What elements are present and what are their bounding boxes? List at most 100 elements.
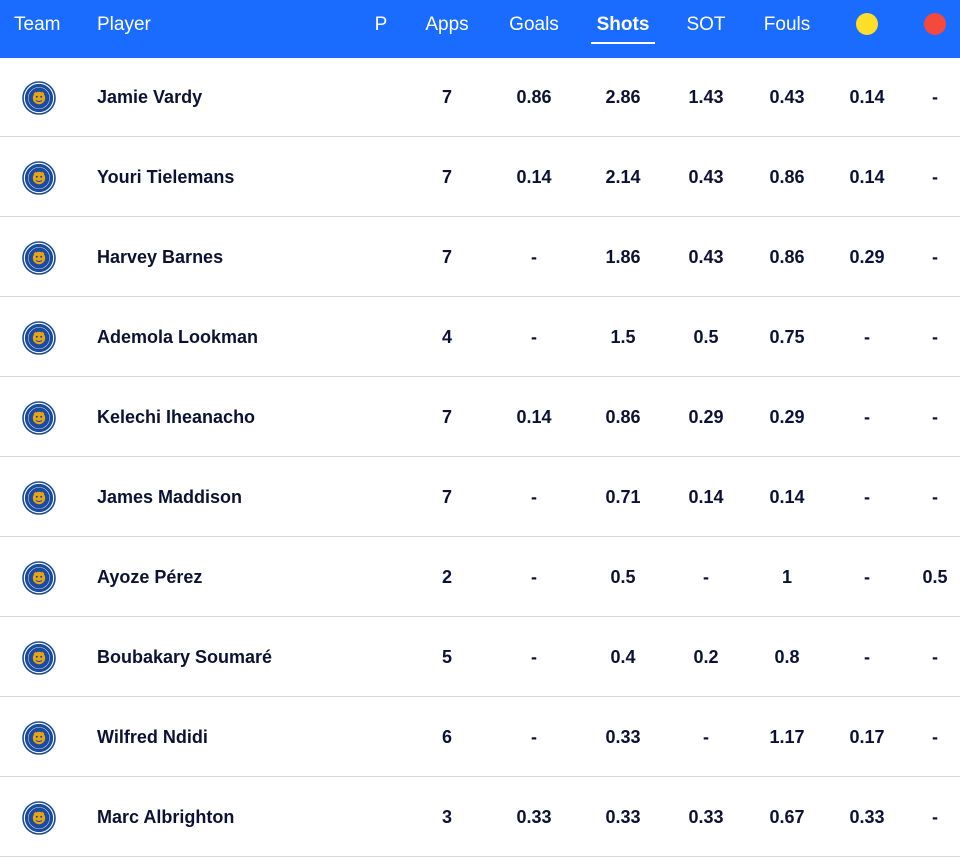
red-cards-value: - (932, 247, 938, 267)
table-row[interactable]: Jamie Vardy 7 0.86 2.86 1.43 0.43 0.14 - (0, 58, 960, 137)
yellow-cards-value: 0.14 (849, 87, 885, 107)
apps-value: 4 (441, 327, 452, 347)
red-cards-value: - (932, 727, 938, 747)
yellow-cards-value: - (864, 647, 870, 667)
sot-value: 0.33 (688, 807, 724, 827)
goals-value: - (531, 567, 537, 587)
apps-value: 7 (441, 407, 452, 427)
player-name-link[interactable]: Ayoze Pérez (97, 567, 203, 587)
shots-value: 0.71 (605, 487, 641, 507)
player-name-link[interactable]: Jamie Vardy (97, 87, 203, 107)
column-header-position[interactable]: P (374, 14, 388, 35)
table-row[interactable]: Wilfred Ndidi 6 - 0.33 - 1.17 0.17 - (0, 698, 960, 777)
column-header-player[interactable]: Player (97, 14, 151, 35)
goals-value: 0.14 (516, 167, 552, 187)
apps-value: 6 (441, 727, 452, 747)
goals-value: - (531, 247, 537, 267)
yellow-cards-value: - (864, 407, 870, 427)
table-row[interactable]: Marc Albrighton 3 0.33 0.33 0.33 0.67 0.… (0, 778, 960, 857)
shots-value: 2.86 (605, 87, 641, 107)
column-header-shots[interactable]: Shots (591, 0, 655, 58)
leicester-city-crest-icon (22, 321, 56, 355)
shots-value: 1.5 (610, 327, 636, 347)
table-row[interactable]: James Maddison 7 - 0.71 0.14 0.14 - - (0, 458, 960, 537)
shots-value: 0.86 (605, 407, 641, 427)
shots-value: 0.33 (605, 807, 641, 827)
goals-value: 0.14 (516, 407, 552, 427)
sot-value: 0.43 (688, 247, 724, 267)
fouls-value: 0.67 (769, 807, 805, 827)
yellow-cards-value: - (864, 327, 870, 347)
fouls-value: 1.17 (769, 727, 805, 747)
table-row[interactable]: Youri Tielemans 7 0.14 2.14 0.43 0.86 0.… (0, 138, 960, 217)
leicester-city-crest-icon (22, 81, 56, 115)
player-name-link[interactable]: Boubakary Soumaré (97, 647, 273, 667)
sot-value: 1.43 (688, 87, 724, 107)
column-header-apps[interactable]: Apps (425, 14, 469, 35)
column-header-yellow-cards[interactable] (845, 0, 889, 58)
red-cards-value: - (932, 327, 938, 347)
player-name-link[interactable]: Kelechi Iheanacho (97, 407, 256, 427)
sot-value: 0.43 (688, 167, 724, 187)
yellow-card-icon (856, 13, 878, 35)
leicester-city-crest-icon (22, 641, 56, 675)
active-sort-indicator (591, 42, 655, 44)
fouls-value: 0.14 (769, 487, 805, 507)
yellow-cards-value: 0.33 (849, 807, 885, 827)
fouls-value: 0.86 (769, 167, 805, 187)
apps-value: 5 (441, 647, 452, 667)
yellow-cards-value: 0.29 (849, 247, 885, 267)
red-card-icon (924, 13, 946, 35)
fouls-value: 0.43 (769, 87, 805, 107)
apps-value: 7 (441, 487, 452, 507)
player-name-link[interactable]: Wilfred Ndidi (97, 727, 208, 747)
shots-value: 0.4 (610, 647, 636, 667)
apps-value: 7 (441, 167, 452, 187)
table-header: Team Player P Apps Goals Shots SOT Fouls (0, 0, 960, 58)
fouls-value: 1 (781, 567, 792, 587)
sot-value: - (703, 727, 709, 747)
leicester-city-crest-icon (22, 241, 56, 275)
sot-value: 0.2 (693, 647, 719, 667)
red-cards-value: 0.5 (922, 567, 948, 587)
player-name-link[interactable]: Harvey Barnes (97, 247, 224, 267)
sot-value: 0.14 (688, 487, 724, 507)
shots-value: 0.5 (610, 567, 636, 587)
yellow-cards-value: - (864, 567, 870, 587)
column-header-red-cards[interactable] (913, 0, 957, 58)
fouls-value: 0.75 (769, 327, 805, 347)
player-name-link[interactable]: James Maddison (97, 487, 243, 507)
apps-value: 2 (441, 567, 452, 587)
column-header-sot[interactable]: SOT (686, 14, 726, 35)
yellow-cards-value: 0.14 (849, 167, 885, 187)
sot-value: - (703, 567, 709, 587)
yellow-cards-value: - (864, 487, 870, 507)
column-header-goals[interactable]: Goals (509, 14, 559, 35)
red-cards-value: - (932, 87, 938, 107)
fouls-value: 0.86 (769, 247, 805, 267)
red-cards-value: - (932, 807, 938, 827)
leicester-city-crest-icon (22, 481, 56, 515)
table-row[interactable]: Kelechi Iheanacho 7 0.14 0.86 0.29 0.29 … (0, 378, 960, 457)
shots-value: 1.86 (605, 247, 641, 267)
sot-value: 0.29 (688, 407, 724, 427)
leicester-city-crest-icon (22, 401, 56, 435)
goals-value: 0.33 (516, 807, 552, 827)
goals-value: - (531, 327, 537, 347)
goals-value: - (531, 487, 537, 507)
table-row[interactable]: Boubakary Soumaré 5 - 0.4 0.2 0.8 - - (0, 618, 960, 697)
shots-value: 2.14 (605, 167, 641, 187)
player-name-link[interactable]: Ademola Lookman (97, 327, 259, 347)
player-name-link[interactable]: Youri Tielemans (97, 167, 235, 187)
apps-value: 3 (441, 807, 452, 827)
fouls-value: 0.29 (769, 407, 805, 427)
column-header-team[interactable]: Team (14, 14, 61, 35)
player-name-link[interactable]: Marc Albrighton (97, 807, 235, 827)
table-row[interactable]: Ayoze Pérez 2 - 0.5 - 1 - 0.5 (0, 538, 960, 617)
column-header-shots-label: Shots (596, 14, 650, 35)
red-cards-value: - (932, 167, 938, 187)
apps-value: 7 (441, 87, 452, 107)
table-row[interactable]: Ademola Lookman 4 - 1.5 0.5 0.75 - - (0, 298, 960, 377)
column-header-fouls[interactable]: Fouls (763, 14, 811, 35)
table-row[interactable]: Harvey Barnes 7 - 1.86 0.43 0.86 0.29 - (0, 218, 960, 297)
